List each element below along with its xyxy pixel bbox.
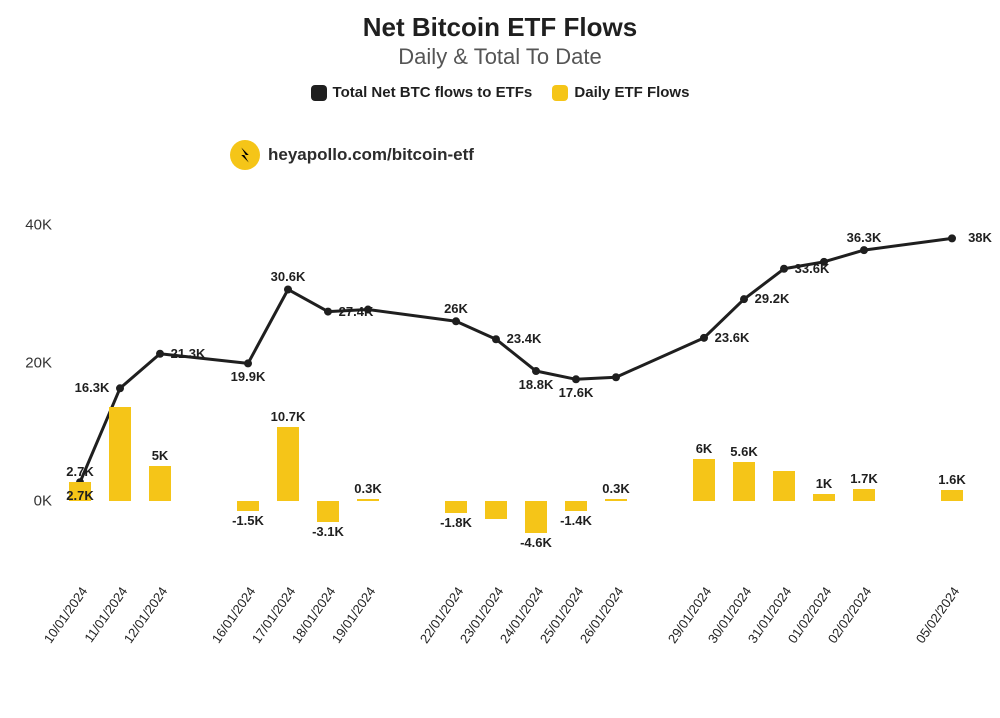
bar-value-label: -1.4K — [560, 513, 592, 528]
line-value-label: 17.6K — [559, 385, 594, 400]
bar-daily-flow — [109, 407, 131, 501]
line-value-label: 27.4K — [339, 304, 374, 319]
line-value-label: 36.3K — [847, 230, 882, 245]
bar-daily-flow — [605, 499, 627, 501]
line-value-label: 23.6K — [715, 330, 750, 345]
bar-value-label: -4.6K — [520, 535, 552, 550]
line-marker — [284, 285, 292, 293]
bar-value-label: 5K — [152, 448, 169, 463]
bar-daily-flow — [941, 490, 963, 501]
bar-value-label: 0.3K — [602, 481, 629, 496]
bar-daily-flow — [693, 459, 715, 500]
line-marker — [452, 317, 460, 325]
bar-value-label: 2.7K — [66, 464, 93, 479]
bar-daily-flow — [149, 466, 171, 501]
chart-subtitle: Daily & Total To Date — [0, 44, 1000, 70]
line-value-label: 2.7K — [66, 488, 93, 503]
bar-value-label: 10.7K — [271, 409, 306, 424]
bar-daily-flow — [485, 501, 507, 519]
plot-area: 0K20K40K10/01/202411/01/202412/01/202416… — [60, 190, 980, 570]
legend-label-daily: Daily ETF Flows — [574, 84, 689, 101]
line-marker — [740, 295, 748, 303]
bar-value-label: -3.1K — [312, 524, 344, 539]
bar-value-label: -1.8K — [440, 515, 472, 530]
watermark: heyapollo.com/bitcoin-etf — [230, 140, 474, 170]
line-marker — [780, 265, 788, 273]
line-value-label: 33.6K — [795, 261, 830, 276]
chart-title: Net Bitcoin ETF Flows — [0, 12, 1000, 43]
line-value-label: 21.3K — [171, 346, 206, 361]
bar-daily-flow — [853, 489, 875, 501]
line-marker — [948, 234, 956, 242]
line-value-label: 18.8K — [519, 377, 554, 392]
bar-value-label: 0.3K — [354, 481, 381, 496]
legend-label-total: Total Net BTC flows to ETFs — [333, 84, 533, 101]
line-value-label: 30.6K — [271, 269, 306, 284]
chart-container: Net Bitcoin ETF Flows Daily & Total To D… — [0, 0, 1000, 718]
line-marker — [612, 373, 620, 381]
x-axis-tick-label: 05/02/2024 — [913, 584, 963, 646]
line-value-label: 16.3K — [75, 380, 110, 395]
legend: Total Net BTC flows to ETFs Daily ETF Fl… — [0, 84, 1000, 105]
line-marker — [700, 334, 708, 342]
line-marker — [532, 367, 540, 375]
legend-item-total: Total Net BTC flows to ETFs — [311, 84, 533, 101]
legend-item-daily: Daily ETF Flows — [552, 84, 689, 101]
line-value-label: 29.2K — [755, 291, 790, 306]
y-axis-tick-label: 20K — [25, 354, 60, 371]
bar-value-label: 5.6K — [730, 444, 757, 459]
bar-daily-flow — [565, 501, 587, 511]
bar-daily-flow — [277, 427, 299, 501]
legend-swatch-daily — [552, 85, 568, 101]
line-value-label: 26K — [444, 301, 468, 316]
line-marker — [324, 308, 332, 316]
y-axis-tick-label: 40K — [25, 216, 60, 233]
legend-swatch-total — [311, 85, 327, 101]
watermark-text: heyapollo.com/bitcoin-etf — [268, 145, 474, 165]
line-value-label: 23.4K — [507, 331, 542, 346]
bar-value-label: 6K — [696, 441, 713, 456]
line-marker — [860, 246, 868, 254]
line-marker — [572, 375, 580, 383]
bar-daily-flow — [445, 501, 467, 513]
line-marker — [116, 384, 124, 392]
bar-daily-flow — [525, 501, 547, 533]
bar-daily-flow — [357, 499, 379, 501]
bar-value-label: 1.7K — [850, 471, 877, 486]
line-value-label: 38K — [968, 230, 992, 245]
y-axis-tick-label: 0K — [34, 492, 60, 509]
line-marker — [244, 359, 252, 367]
line-value-label: 19.9K — [231, 369, 266, 384]
line-marker — [156, 350, 164, 358]
bar-value-label: -1.5K — [232, 513, 264, 528]
bar-value-label: 1K — [816, 476, 833, 491]
bar-daily-flow — [773, 471, 795, 501]
bar-daily-flow — [813, 494, 835, 501]
apollo-logo-icon — [230, 140, 260, 170]
bar-daily-flow — [237, 501, 259, 511]
bar-daily-flow — [733, 462, 755, 501]
bar-daily-flow — [317, 501, 339, 522]
line-marker — [492, 335, 500, 343]
bar-value-label: 1.6K — [938, 472, 965, 487]
